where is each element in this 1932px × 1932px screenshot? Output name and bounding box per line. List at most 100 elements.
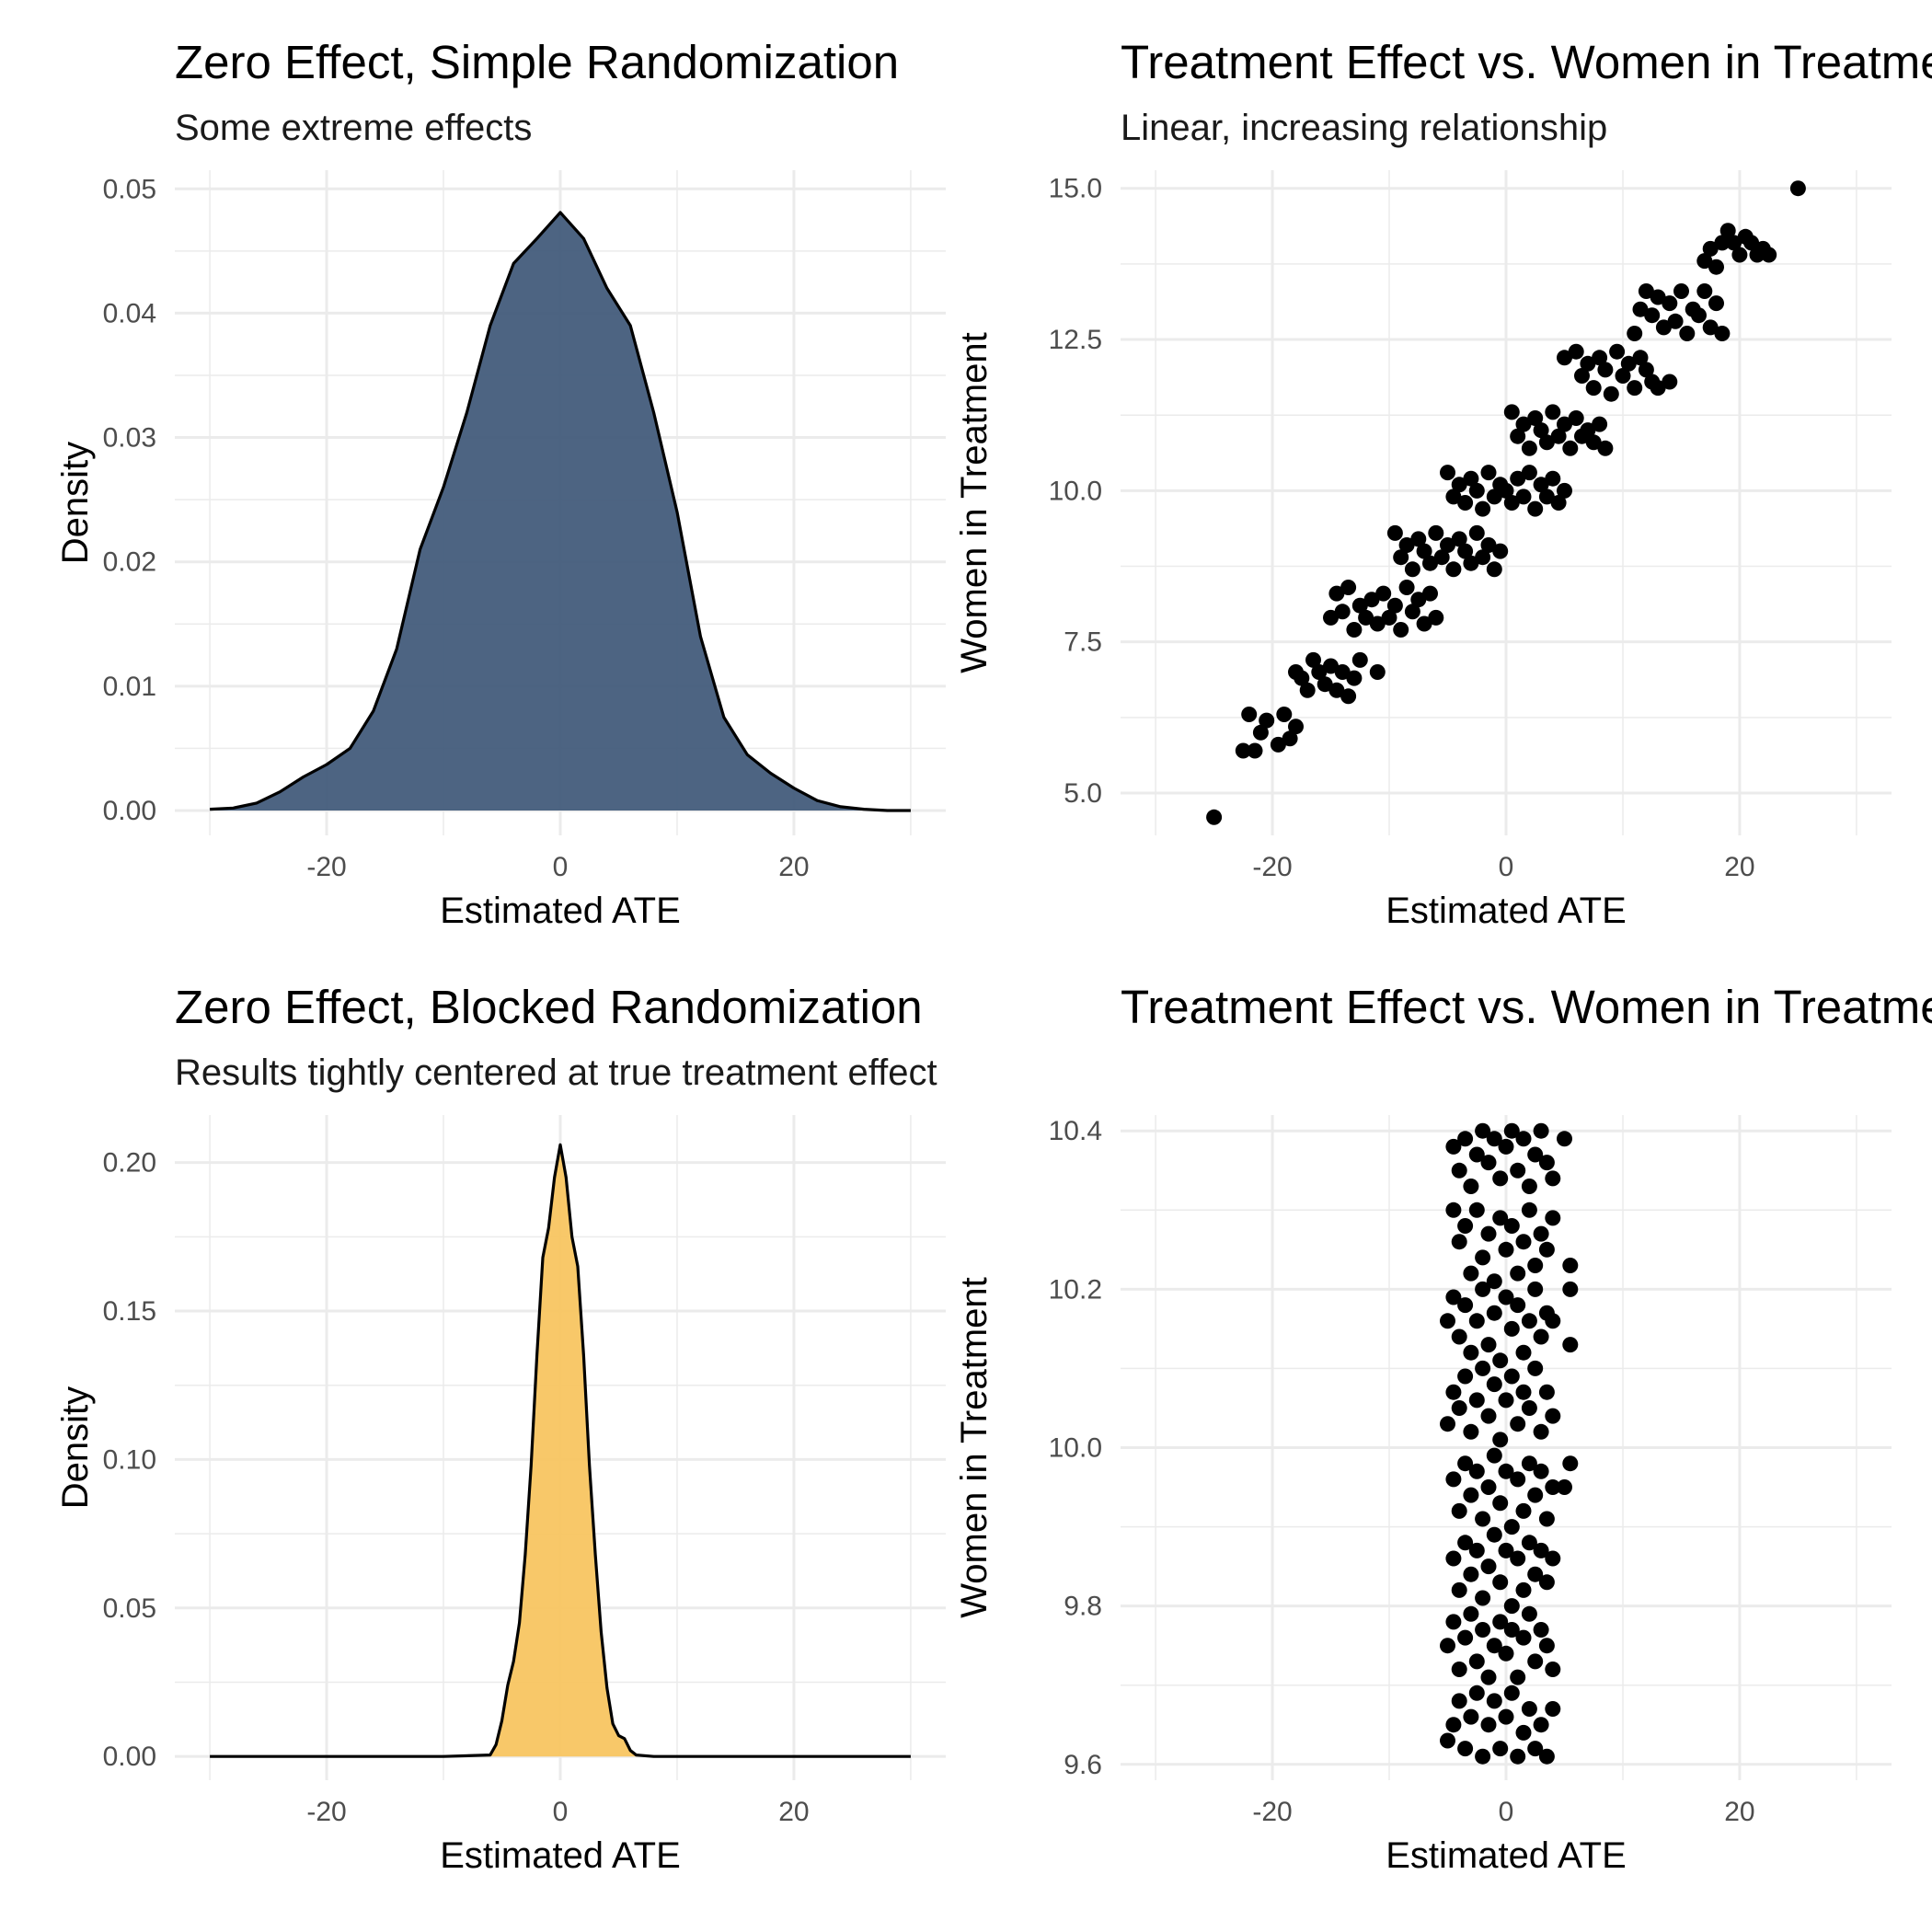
- density-line: [210, 1143, 911, 1758]
- scatter-point: [1702, 240, 1719, 257]
- chart-title: Zero Effect, Simple Randomization: [175, 36, 899, 88]
- scatter-point: [1515, 416, 1532, 432]
- scatter-point: [1480, 1155, 1497, 1171]
- scatter-point: [1557, 1131, 1572, 1147]
- scatter-point: [1486, 1693, 1502, 1709]
- scatter-point: [1346, 622, 1363, 638]
- scatter-point: [1498, 1392, 1514, 1409]
- scatter-point: [1597, 440, 1614, 456]
- scatter-point: [1592, 416, 1608, 432]
- scatter-point: [1527, 1146, 1544, 1163]
- scatter-point: [1235, 742, 1251, 759]
- scatter-point: [1562, 1258, 1579, 1273]
- scatter-point: [1521, 1455, 1537, 1472]
- scatter-point: [1550, 495, 1567, 511]
- scatter-point: [1521, 1313, 1537, 1329]
- scatter-point: [1463, 1265, 1479, 1282]
- scatter-point: [1498, 1708, 1514, 1725]
- scatter-point: [1673, 283, 1689, 299]
- scatter-point: [1451, 1662, 1467, 1677]
- scatter-point: [1609, 343, 1626, 360]
- scatter-point: [1597, 362, 1614, 378]
- scatter-point: [1521, 440, 1537, 456]
- scatter-point: [1323, 609, 1339, 626]
- scatter-point: [1398, 580, 1415, 595]
- scatter-point: [1334, 664, 1351, 680]
- scatter-point: [1515, 1724, 1532, 1741]
- scatter-point: [1515, 1131, 1532, 1147]
- scatter-point: [1468, 1392, 1485, 1409]
- scatter-point: [1451, 531, 1467, 547]
- scatter-point: [1451, 1328, 1467, 1345]
- scatter-point: [1393, 549, 1409, 566]
- scatter-point: [1714, 326, 1731, 341]
- scatter-point: [1457, 1368, 1474, 1385]
- scatter-point: [1451, 1693, 1467, 1709]
- scatter-point: [1440, 1638, 1455, 1654]
- scatter-point: [1538, 1241, 1555, 1258]
- x-tick-label: 20: [1724, 1797, 1754, 1827]
- scatter-point: [1468, 1685, 1485, 1701]
- scatter-point: [1538, 1384, 1555, 1400]
- scatter-point: [1580, 422, 1596, 439]
- y-tick-label: 9.6: [1064, 1750, 1102, 1780]
- scatter-point: [1451, 1581, 1467, 1598]
- scatter-point: [1475, 1360, 1491, 1376]
- scatter-points: [1206, 180, 1806, 825]
- scatter-point: [1503, 404, 1520, 420]
- y-tick-label: 10.4: [1049, 1116, 1102, 1146]
- scatter-point: [1527, 1281, 1544, 1297]
- scatter-point: [1562, 1337, 1579, 1353]
- y-tick-label: 0.15: [103, 1296, 156, 1327]
- chart-subtitle: Results tightly centered at true treatme…: [175, 1052, 937, 1093]
- scatter-point: [1393, 622, 1409, 638]
- scatter-point: [1480, 465, 1497, 481]
- scatter-point: [1468, 1542, 1485, 1558]
- scatter-point: [1398, 537, 1415, 553]
- scatter-point: [1533, 1423, 1549, 1440]
- scatter-point: [1510, 1162, 1526, 1179]
- scatter-point: [1480, 1669, 1497, 1685]
- y-tick-label: 0.05: [103, 174, 156, 204]
- scatter-point: [1638, 283, 1654, 299]
- scatter-point: [1492, 1170, 1509, 1187]
- y-tick-label: 9.8: [1064, 1592, 1102, 1622]
- scatter-point: [1463, 1179, 1479, 1194]
- scatter-point: [1521, 1179, 1537, 1194]
- scatter-point: [1545, 1701, 1561, 1717]
- scatter-point: [1375, 585, 1392, 602]
- scatter-point: [1346, 670, 1363, 686]
- scatter-point: [1492, 1352, 1509, 1369]
- scatter-point: [1480, 537, 1497, 553]
- scatter-point: [1463, 1423, 1479, 1440]
- scatter-point: [1667, 313, 1684, 329]
- scatter-point: [1463, 1487, 1479, 1503]
- scatter-point: [1644, 307, 1661, 324]
- density-area: [210, 212, 911, 811]
- scatter-point: [1451, 1502, 1467, 1519]
- scatter-point: [1533, 1622, 1549, 1638]
- scatter-point: [1538, 434, 1555, 451]
- scatter-point: [1386, 597, 1403, 614]
- scatter-point: [1515, 1629, 1532, 1646]
- chart-panel-3: Zero Effect, Blocked Randomization Result…: [55, 981, 946, 1876]
- scatter-point: [1714, 235, 1731, 251]
- scatter-point: [1603, 385, 1619, 402]
- scatter-point: [1433, 549, 1450, 566]
- scatter-point: [1527, 1487, 1544, 1503]
- scatter-point: [1789, 180, 1806, 197]
- scatter-point: [1492, 1741, 1509, 1757]
- scatter-point: [1305, 651, 1321, 668]
- scatter-point: [1592, 350, 1608, 366]
- scatter-point: [1568, 410, 1584, 426]
- scatter-point: [1351, 597, 1368, 614]
- scatter-point: [1276, 707, 1293, 722]
- scatter-point: [1510, 1471, 1526, 1488]
- y-tick-label: 0.03: [103, 423, 156, 454]
- scatter-point: [1492, 1432, 1509, 1448]
- scatter-point: [1580, 355, 1596, 372]
- scatter-point: [1650, 289, 1666, 305]
- scatter-point: [1486, 1305, 1502, 1321]
- scatter-point: [1440, 1416, 1455, 1432]
